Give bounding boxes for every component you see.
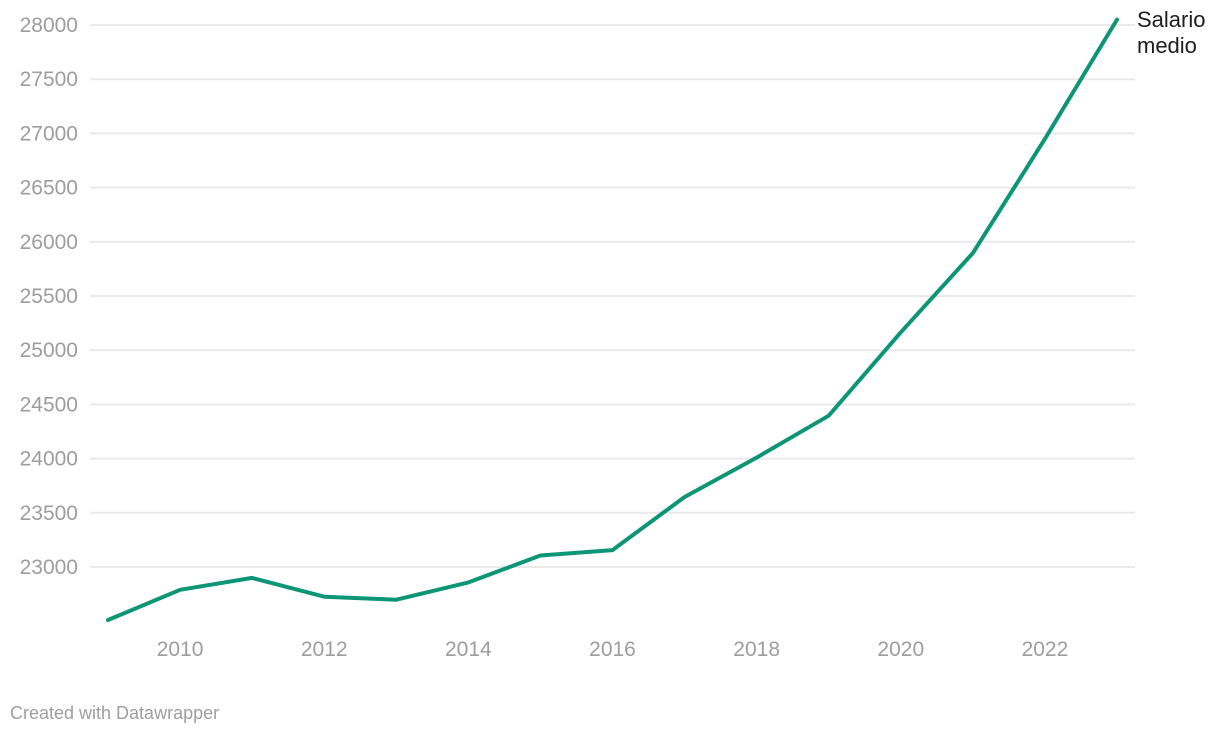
y-tick-label: 26000 [20, 231, 78, 254]
y-tick-label: 26500 [20, 177, 78, 200]
x-tick-label: 2016 [589, 638, 636, 661]
x-tick-label: 2022 [1022, 638, 1069, 661]
salario-medio-line[interactable] [106, 17, 1119, 622]
x-tick-label: 2012 [301, 638, 348, 661]
line-chart-svg: 23000 23500 24000 24500 25000 25500 26000 26500… [20, 14, 1135, 661]
x-tick-label: 2014 [445, 638, 492, 661]
x-tick-label: 2020 [877, 638, 924, 661]
y-tick-label: 24000 [20, 448, 78, 471]
y-tick-label: 23000 [20, 556, 78, 579]
y-tick-label: 25000 [20, 339, 78, 362]
y-tick-label: 28000 [20, 14, 78, 37]
y-tick-label: 27500 [20, 68, 78, 91]
x-tick-label: 2010 [157, 638, 204, 661]
y-tick-label: 25500 [20, 285, 78, 308]
series-end-label: Salario medio [1137, 7, 1206, 58]
y-tick-label: 24500 [20, 393, 78, 416]
x-tick-label: 2018 [733, 638, 780, 661]
y-tick-label: 23500 [20, 502, 78, 525]
y-tick-label: 27000 [20, 122, 78, 145]
datawrapper-credit-link[interactable]: Created with Datawrapper [10, 703, 220, 723]
